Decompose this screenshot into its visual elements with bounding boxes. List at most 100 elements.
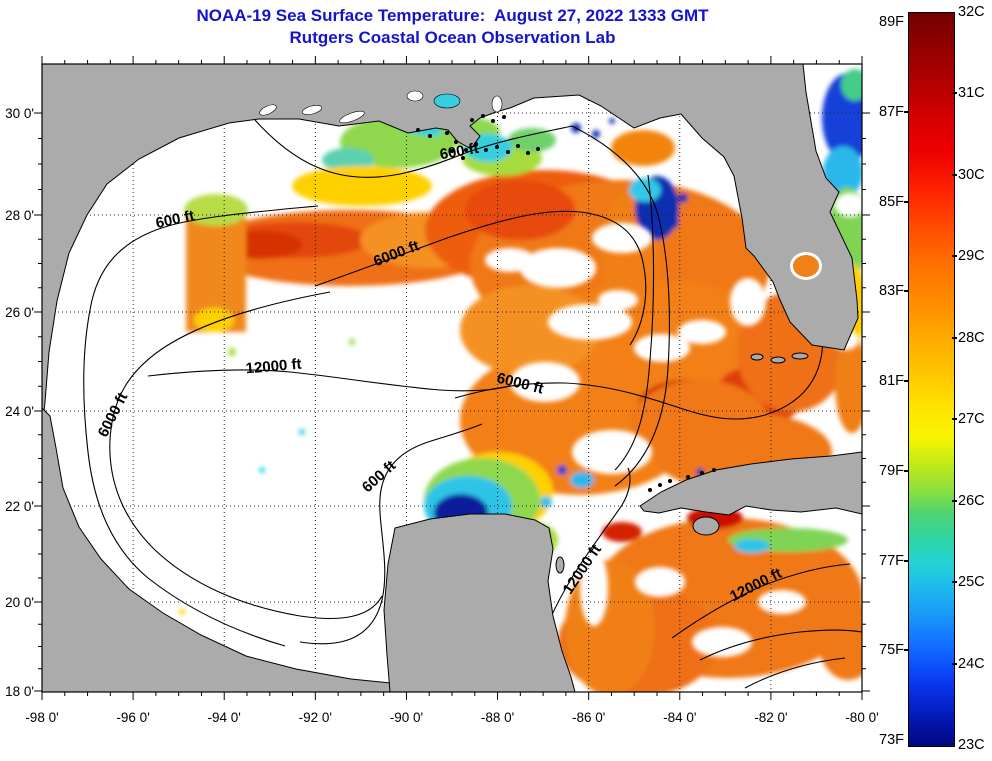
sst-shape xyxy=(465,180,575,240)
details-shape xyxy=(470,118,474,122)
sst-shape xyxy=(508,128,556,152)
details-shape xyxy=(481,114,485,118)
sst-shape xyxy=(184,194,248,226)
colorbar-tick xyxy=(952,581,957,584)
colorbar-c-label: 25C xyxy=(958,574,985,591)
x-tick-label: -82 0' xyxy=(754,710,787,725)
clouds-shape xyxy=(510,362,580,402)
details-shape xyxy=(454,140,458,144)
sst-shape xyxy=(678,193,688,203)
coastal-details xyxy=(259,90,822,492)
sst-layer xyxy=(179,69,862,692)
axis-ticks xyxy=(34,56,870,700)
details-shape xyxy=(502,115,506,119)
x-tick-label: -90 0' xyxy=(390,710,423,725)
colorbar-c-label: 24C xyxy=(958,655,985,672)
cozumel-island xyxy=(555,556,565,574)
details-shape xyxy=(648,488,652,492)
colorbar-c-label: 29C xyxy=(958,248,985,265)
contours-shape xyxy=(299,423,483,645)
y-tick-label: 24 0' xyxy=(5,404,34,419)
lake-pontchartrain xyxy=(433,93,461,109)
details-shape xyxy=(259,104,277,116)
colorbar-f-label: 89F xyxy=(879,14,904,30)
clouds-shape xyxy=(730,278,766,326)
y-tick-label: 18 0' xyxy=(5,684,34,699)
details-shape xyxy=(301,105,323,115)
details-shape xyxy=(416,128,420,132)
x-tick-label: -80 0' xyxy=(845,710,878,725)
y-axis-labels: 30 0' 28 0' 26 0' 24 0' 22 0' 20 0' 18 0' xyxy=(5,106,34,699)
land-layer xyxy=(42,64,862,692)
y-tick-label: 22 0' xyxy=(5,499,34,514)
colorbar-tick xyxy=(952,255,957,258)
isla-de-la-juventud xyxy=(692,516,720,536)
details-shape xyxy=(450,149,454,153)
sst-shape xyxy=(630,380,770,470)
colorbar-tick xyxy=(952,499,957,502)
details-shape xyxy=(428,134,432,138)
y-tick-label: 26 0' xyxy=(5,305,34,320)
sst-shape xyxy=(835,337,862,433)
sst-shape xyxy=(734,539,770,553)
contours-shape xyxy=(254,119,573,178)
contours-shape xyxy=(109,291,383,620)
bathymetry-contours xyxy=(83,119,862,689)
colorbar-c-label: 28C xyxy=(958,329,985,346)
colorbar-tick xyxy=(904,110,909,113)
sst-shape xyxy=(629,178,661,202)
details-shape xyxy=(461,156,465,160)
colorbar-tick xyxy=(952,173,957,176)
colorbar-celsius-scale: 32C 31C 30C 29C 28C 27C 26C 25C 24C 23C xyxy=(952,0,992,761)
colorbar-f-label: 81F xyxy=(879,373,904,389)
sst-shape xyxy=(179,609,185,615)
x-tick-label: -88 0' xyxy=(481,710,514,725)
colorbar-c-label: 31C xyxy=(958,85,985,102)
clouds-shape xyxy=(634,334,690,362)
clouds-shape xyxy=(485,248,535,272)
contours-shape xyxy=(454,294,824,420)
y-tick-label: 30 0' xyxy=(5,106,34,121)
colorbar-f-label: 77F xyxy=(879,552,904,569)
details-shape xyxy=(536,147,540,151)
details-shape xyxy=(464,148,468,152)
x-tick-label: -86 0' xyxy=(572,710,605,725)
mobile-bay xyxy=(491,95,503,113)
contours-shape xyxy=(699,629,862,661)
sst-shape xyxy=(557,465,567,475)
x-tick-label: -92 0' xyxy=(299,710,332,725)
clouds-shape xyxy=(580,550,608,626)
sst-shape xyxy=(540,496,552,508)
colorbar-tick xyxy=(904,290,909,293)
lake-okeechobee xyxy=(793,255,819,277)
colorbar-f-label: 79F xyxy=(879,462,904,479)
colorbar-f-label: 83F xyxy=(879,283,904,300)
colorbar-c-label: 30C xyxy=(958,166,985,183)
sst-shape xyxy=(259,467,265,473)
details-shape xyxy=(495,145,499,149)
details-shape xyxy=(516,144,520,148)
colorbar-tick xyxy=(952,662,957,665)
figure-subtitle: Rutgers Coastal Ocean Observation Lab xyxy=(289,28,616,47)
details-shape xyxy=(686,475,690,479)
x-tick-label: -96 0' xyxy=(116,710,149,725)
contour-label-12000ft: 12000 ft xyxy=(245,356,302,378)
details-shape xyxy=(526,151,530,155)
yucatan-peninsula xyxy=(383,513,576,692)
clouds-shape xyxy=(692,627,752,657)
sst-shape xyxy=(841,69,862,101)
sst-shape xyxy=(609,118,615,124)
details-shape xyxy=(658,483,662,487)
clouds-shape xyxy=(572,430,652,474)
details-shape xyxy=(668,479,672,483)
temperature-colorbar xyxy=(908,12,955,747)
colorbar-tick xyxy=(952,418,957,421)
sst-shape xyxy=(611,130,675,166)
clouds-shape xyxy=(678,320,726,344)
contours-shape xyxy=(614,174,655,471)
sst-shape xyxy=(665,215,679,229)
colorbar-f-label: 85F xyxy=(879,193,904,210)
north-gulf-coast-and-florida xyxy=(42,64,859,431)
